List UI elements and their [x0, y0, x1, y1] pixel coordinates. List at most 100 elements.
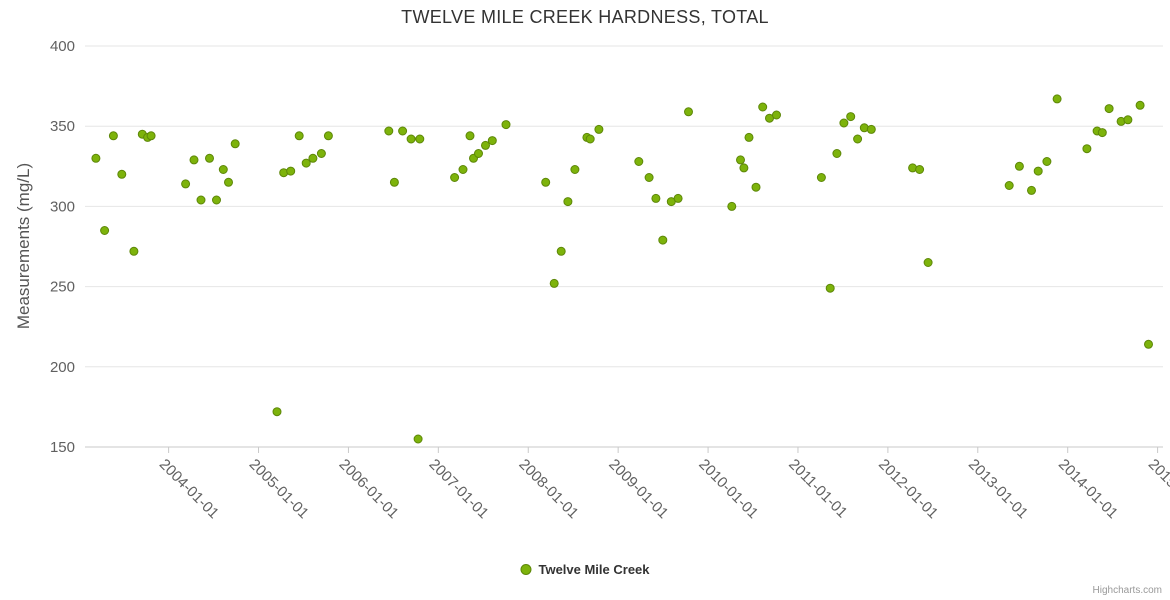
data-point[interactable]: [866, 124, 876, 134]
data-point[interactable]: [744, 132, 754, 142]
data-point[interactable]: [286, 166, 296, 176]
data-point[interactable]: [1014, 161, 1024, 171]
data-point[interactable]: [501, 120, 511, 130]
data-point[interactable]: [230, 139, 240, 149]
data-point[interactable]: [316, 149, 326, 158]
data-point[interactable]: [915, 165, 925, 174]
data-point[interactable]: [384, 126, 394, 136]
x-tick-label: 2014-01-01: [1055, 456, 1121, 522]
y-tick-label: 150: [50, 439, 75, 456]
data-point[interactable]: [1082, 144, 1092, 154]
data-point[interactable]: [487, 136, 497, 146]
data-point[interactable]: [549, 278, 559, 288]
x-tick-label: 2007-01-01: [426, 456, 492, 522]
data-point[interactable]: [816, 173, 826, 182]
data-point[interactable]: [673, 193, 683, 203]
data-point[interactable]: [1004, 181, 1014, 190]
data-point[interactable]: [563, 197, 573, 207]
data-point[interactable]: [684, 107, 693, 117]
chart-title: TWELVE MILE CREEK HARDNESS, TOTAL: [401, 7, 769, 27]
data-point[interactable]: [727, 201, 737, 211]
data-point[interactable]: [923, 258, 933, 267]
data-point[interactable]: [389, 177, 399, 187]
x-tick-label: 2010-01-01: [695, 456, 761, 522]
data-point[interactable]: [570, 165, 580, 174]
data-point[interactable]: [1135, 100, 1145, 110]
data-point[interactable]: [474, 149, 483, 158]
data-point[interactable]: [189, 155, 199, 165]
data-point[interactable]: [458, 165, 468, 174]
y-tick-label: 350: [50, 118, 75, 135]
data-point[interactable]: [772, 110, 781, 120]
y-tick-label: 400: [50, 38, 75, 55]
x-tick-label: 2005-01-01: [246, 456, 312, 522]
data-point[interactable]: [117, 169, 127, 179]
data-point[interactable]: [751, 182, 761, 192]
data-point[interactable]: [758, 102, 768, 112]
data-point[interactable]: [196, 195, 206, 205]
data-point[interactable]: [301, 158, 311, 168]
data-point[interactable]: [1104, 104, 1114, 114]
data-point[interactable]: [450, 173, 460, 182]
data-point[interactable]: [224, 177, 233, 187]
data-point[interactable]: [205, 153, 214, 163]
data-point[interactable]: [541, 177, 551, 187]
legend-item[interactable]: Twelve Mile Creek: [520, 562, 650, 577]
legend-marker-icon: [520, 564, 532, 575]
legend-label: Twelve Mile Creek: [538, 562, 650, 577]
credits-link[interactable]: Highcharts.com: [1092, 585, 1162, 596]
data-point[interactable]: [91, 153, 101, 163]
data-point[interactable]: [129, 246, 139, 256]
data-point[interactable]: [1027, 185, 1036, 195]
x-tick-label: 2015-01-01: [1145, 456, 1170, 522]
data-point[interactable]: [465, 131, 475, 141]
data-point[interactable]: [1052, 94, 1062, 104]
data-point[interactable]: [100, 226, 110, 235]
data-point[interactable]: [839, 118, 849, 128]
data-point[interactable]: [308, 153, 318, 163]
data-point[interactable]: [415, 134, 425, 144]
x-tick-label: 2012-01-01: [875, 456, 941, 522]
data-point[interactable]: [181, 179, 191, 189]
data-point[interactable]: [651, 193, 661, 203]
data-point[interactable]: [323, 131, 333, 141]
data-point[interactable]: [108, 131, 118, 141]
data-point[interactable]: [294, 131, 304, 141]
data-point[interactable]: [1033, 166, 1043, 176]
x-tick-label: 2004-01-01: [156, 456, 222, 522]
data-point[interactable]: [1042, 157, 1052, 166]
data-point[interactable]: [825, 283, 835, 293]
data-point[interactable]: [413, 434, 423, 444]
data-point[interactable]: [398, 126, 408, 136]
data-point[interactable]: [146, 131, 156, 141]
data-point[interactable]: [739, 163, 749, 173]
data-point[interactable]: [846, 112, 856, 122]
data-point[interactable]: [1144, 339, 1153, 349]
data-point[interactable]: [556, 246, 566, 256]
x-tick-label: 2006-01-01: [336, 456, 402, 522]
data-point[interactable]: [585, 134, 595, 144]
data-point[interactable]: [1123, 115, 1133, 125]
data-point[interactable]: [212, 195, 221, 205]
x-tick-label: 2009-01-01: [605, 456, 671, 522]
data-point[interactable]: [634, 157, 644, 166]
x-tick-label: 2013-01-01: [965, 456, 1031, 522]
data-point[interactable]: [481, 140, 490, 150]
y-tick-label: 300: [50, 198, 75, 215]
data-point[interactable]: [853, 134, 863, 144]
data-point[interactable]: [218, 165, 228, 174]
data-point[interactable]: [272, 407, 282, 417]
data-point[interactable]: [406, 134, 416, 144]
data-point[interactable]: [1097, 128, 1107, 138]
x-tick-label: 2011-01-01: [785, 456, 850, 521]
y-tick-label: 200: [50, 359, 75, 376]
data-point[interactable]: [644, 173, 654, 182]
y-tick-label: 250: [50, 279, 75, 296]
data-point[interactable]: [736, 155, 745, 165]
x-tick-label: 2008-01-01: [515, 456, 581, 522]
data-point[interactable]: [832, 149, 842, 158]
data-point[interactable]: [658, 235, 668, 245]
data-point[interactable]: [594, 124, 604, 134]
